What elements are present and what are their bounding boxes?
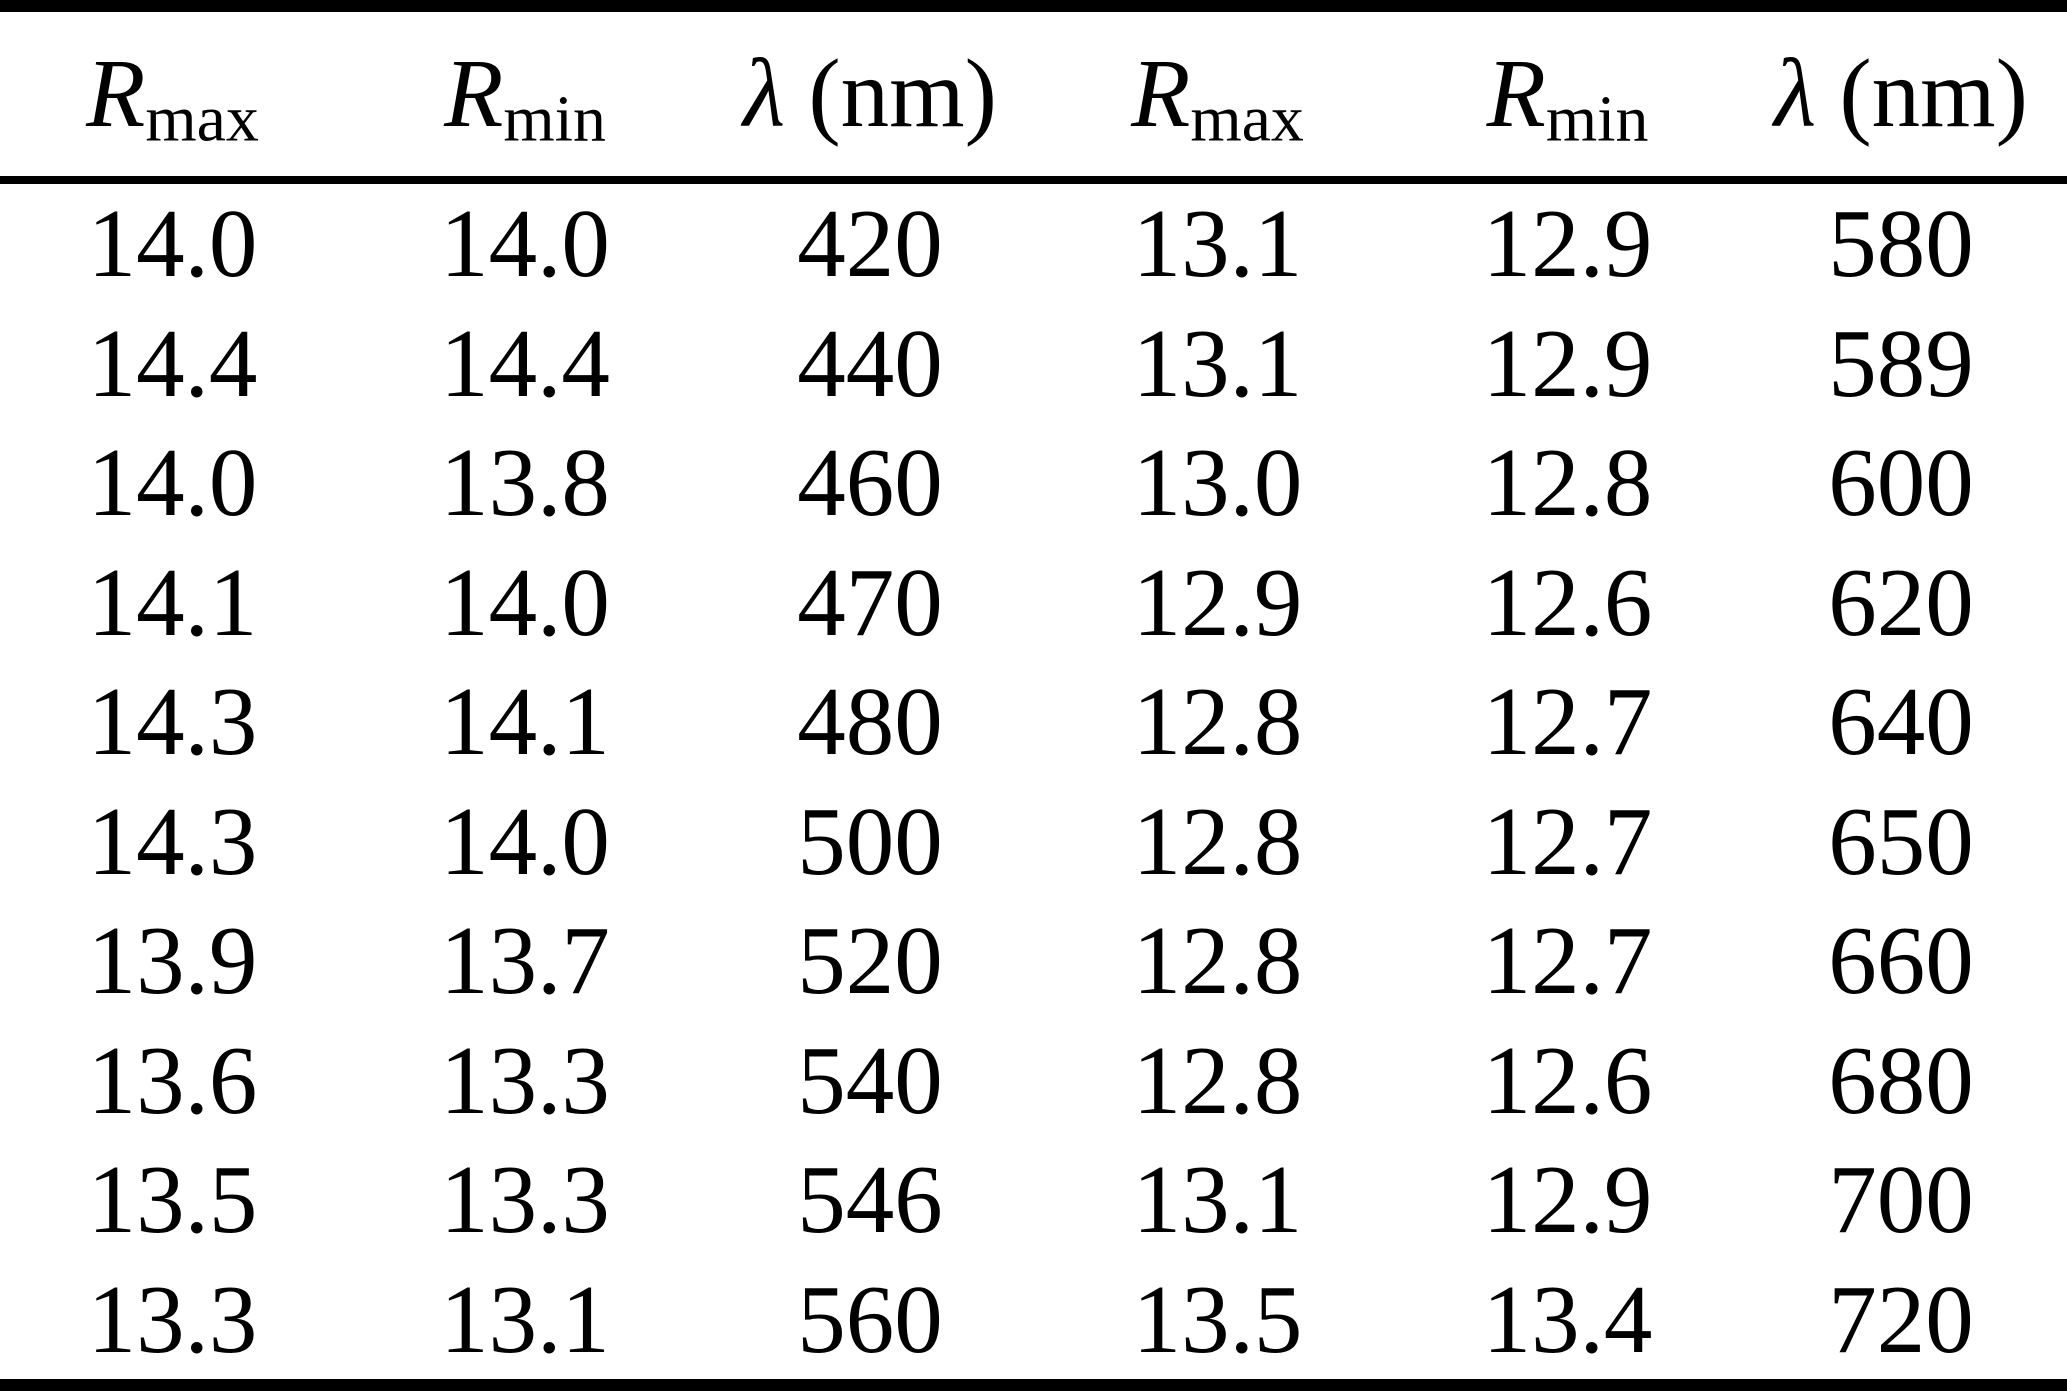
column-header-lambda-right: λ (nm) (1735, 12, 2067, 176)
table-cell: 12.9 (1482, 190, 1653, 297)
column-header-rmin-left: Rmin (345, 12, 705, 176)
column-header-rmax-right: Rmax (1035, 12, 1400, 176)
table-row: 14.3 14.1 480 12.8 12.7 640 (0, 662, 2067, 782)
table-body: 14.0 14.0 420 13.1 12.9 580 14.4 14.4 44… (0, 184, 2067, 1379)
table-cell: 13.4 (1482, 1265, 1653, 1373)
table-cell: 14.0 (440, 548, 610, 656)
table-cell: 12.8 (1132, 1026, 1303, 1134)
table-cell: 13.7 (440, 907, 610, 1014)
table-row: 14.1 14.0 470 12.9 12.6 620 (0, 543, 2067, 663)
header-unit: (nm) (1839, 40, 2028, 147)
header-symbol: R (444, 40, 504, 147)
column-header-rmax-left: Rmax (0, 12, 345, 176)
table-cell: 14.1 (87, 548, 258, 656)
table-cell: 14.0 (440, 190, 610, 297)
table-cell: 14.4 (440, 309, 610, 417)
table-cell: 12.8 (1132, 907, 1303, 1014)
table-row: 13.3 13.1 560 13.5 13.4 720 (0, 1260, 2067, 1380)
table-cell: 13.6 (87, 1026, 258, 1134)
table-cell: 13.3 (87, 1265, 258, 1373)
table-cell: 520 (797, 907, 943, 1014)
table-cell: 14.4 (87, 309, 258, 417)
table-cell: 680 (1828, 1026, 1974, 1134)
header-symbol: λ (1774, 40, 1817, 147)
table-cell: 14.0 (87, 429, 258, 536)
table-cell: 13.9 (87, 907, 258, 1014)
table-cell: 13.1 (1132, 190, 1303, 297)
table-cell: 720 (1828, 1265, 1974, 1373)
table-cell: 14.0 (440, 787, 610, 895)
table-cell: 12.7 (1482, 907, 1653, 1014)
table-row: 14.0 14.0 420 13.1 12.9 580 (0, 184, 2067, 304)
table-cell: 13.0 (1132, 429, 1303, 536)
table-row: 13.5 13.3 546 13.1 12.9 700 (0, 1140, 2067, 1260)
table-cell: 440 (797, 309, 943, 417)
table-cell: 14.3 (87, 668, 258, 775)
table-cell: 700 (1828, 1146, 1974, 1253)
table-cell: 13.1 (1132, 309, 1303, 417)
table-cell: 580 (1828, 190, 1974, 297)
column-header-rmin-right: Rmin (1400, 12, 1735, 176)
table-cell: 13.1 (1132, 1146, 1303, 1253)
table-cell: 546 (797, 1146, 943, 1253)
table-cell: 480 (797, 668, 943, 775)
table-cell: 12.9 (1482, 309, 1653, 417)
table-cell: 420 (797, 190, 943, 297)
header-symbol: R (1486, 40, 1546, 147)
table-cell: 500 (797, 787, 943, 895)
table-bottom-rule (0, 1379, 2067, 1391)
header-subscript: max (145, 82, 259, 156)
header-unit: (nm) (808, 40, 997, 147)
table-cell: 14.3 (87, 787, 258, 895)
table-cell: 12.6 (1482, 548, 1653, 656)
table-cell: 12.8 (1132, 668, 1303, 775)
header-symbol: R (1131, 40, 1191, 147)
table-cell: 460 (797, 429, 943, 536)
table-cell: 13.5 (1132, 1265, 1303, 1373)
table-cell: 660 (1828, 907, 1974, 1014)
table-cell: 470 (797, 548, 943, 656)
table-header-rule (0, 176, 2067, 184)
table-cell: 13.8 (440, 429, 610, 536)
table-cell: 640 (1828, 668, 1974, 775)
header-subscript: max (1190, 82, 1304, 156)
table-cell: 12.9 (1482, 1146, 1653, 1253)
table-cell: 650 (1828, 787, 1974, 895)
header-subscript: min (503, 82, 606, 156)
header-symbol: R (86, 40, 146, 147)
header-subscript: min (1545, 82, 1649, 156)
table-cell: 14.1 (440, 668, 610, 775)
table-row: 13.9 13.7 520 12.8 12.7 660 (0, 901, 2067, 1021)
table-cell: 12.9 (1132, 548, 1303, 656)
table-cell: 13.3 (440, 1026, 610, 1134)
table-cell: 12.7 (1482, 787, 1653, 895)
table-cell: 560 (797, 1265, 943, 1373)
table-cell: 12.8 (1482, 429, 1653, 536)
table-row: 14.4 14.4 440 13.1 12.9 589 (0, 304, 2067, 424)
table-cell: 600 (1828, 429, 1974, 536)
header-symbol: λ (743, 40, 786, 147)
table-header-row: Rmax Rmin λ (nm) Rmax Rmin λ (nm) (0, 12, 2067, 176)
table-cell: 540 (797, 1026, 943, 1134)
table-cell: 12.7 (1482, 668, 1653, 775)
column-header-lambda-left: λ (nm) (705, 12, 1035, 176)
table-cell: 13.1 (440, 1265, 610, 1373)
table-row: 14.0 13.8 460 13.0 12.8 600 (0, 423, 2067, 543)
table-cell: 12.8 (1132, 787, 1303, 895)
table-cell: 620 (1828, 548, 1974, 656)
table-cell: 12.6 (1482, 1026, 1653, 1134)
table-cell: 14.0 (87, 190, 258, 297)
table-cell: 13.5 (87, 1146, 258, 1253)
table-cell: 13.3 (440, 1146, 610, 1253)
table-row: 14.3 14.0 500 12.8 12.7 650 (0, 782, 2067, 902)
table-top-rule (0, 0, 2067, 12)
table-cell: 589 (1828, 309, 1974, 417)
table-row: 13.6 13.3 540 12.8 12.6 680 (0, 1021, 2067, 1141)
